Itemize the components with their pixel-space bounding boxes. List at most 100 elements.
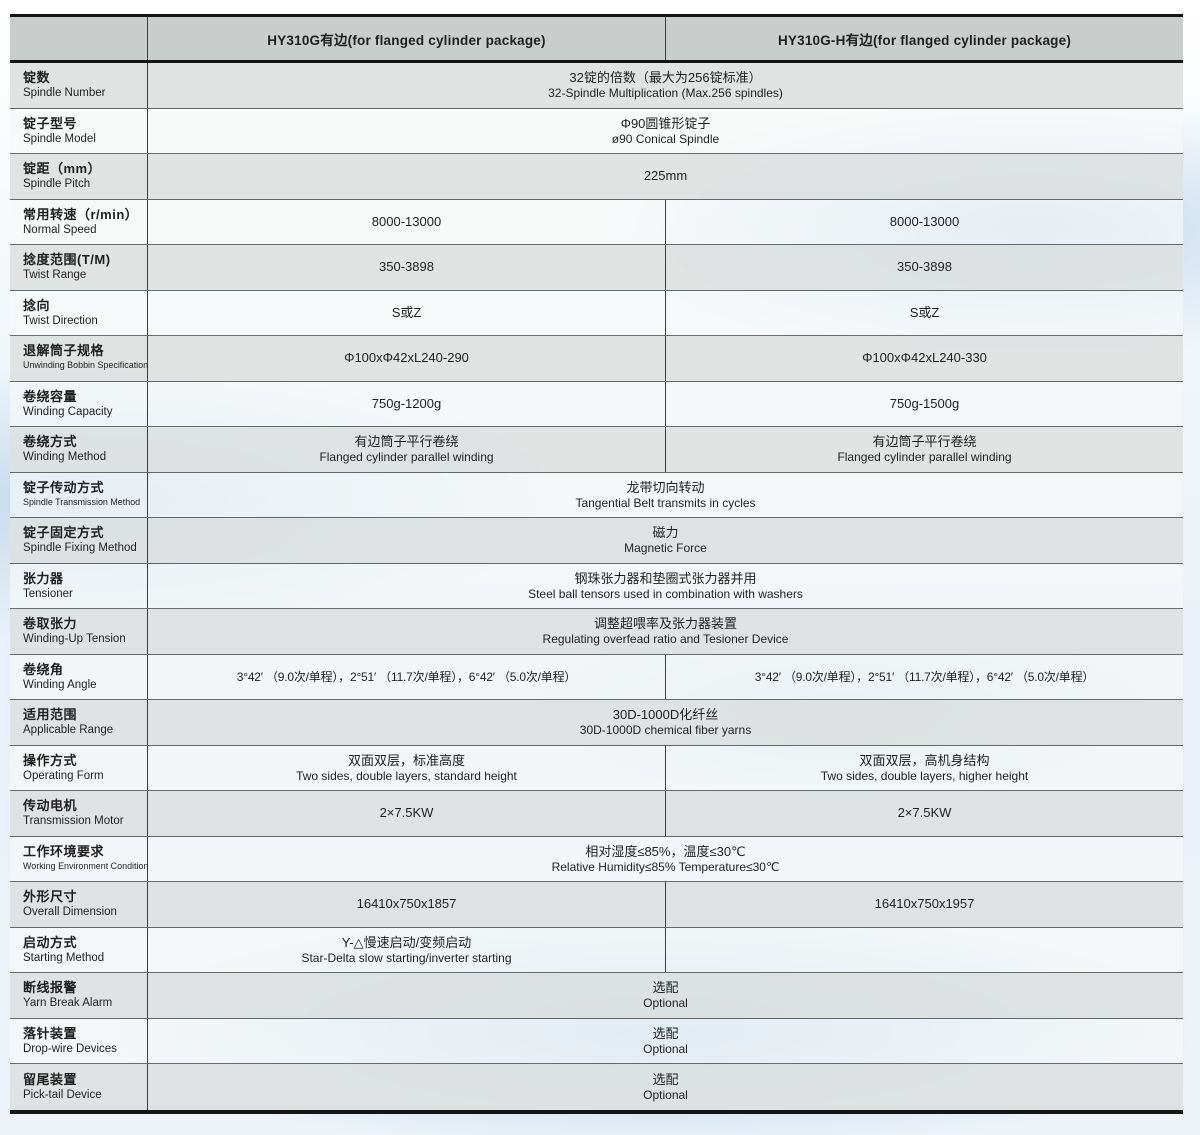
row-values-yarn-break-alarm: 选配 Optional bbox=[148, 973, 1183, 1018]
cell-span-tensioner: 钢珠张力器和垫圈式张力器并用 Steel ball tensors used in… bbox=[148, 564, 1183, 609]
row-label-zh: 卷绕方式 bbox=[23, 434, 78, 450]
cell-value-en: Two sides, double layers, standard heigh… bbox=[296, 768, 517, 783]
row-label-applicable-range: 适用范围 Applicable Range bbox=[10, 700, 148, 745]
row-label-zh: 锭子固定方式 bbox=[23, 525, 105, 541]
cell-col1-winding-capacity: 750g-1200g bbox=[148, 382, 665, 427]
row-label-zh: 锭子型号 bbox=[23, 115, 78, 131]
cell-value-en: Tangential Belt transmits in cycles bbox=[575, 495, 756, 510]
cell-value-en: 32-Spindle Multiplication (Max.256 spind… bbox=[548, 86, 783, 100]
cell-value-zh: S或Z bbox=[909, 304, 940, 320]
cell-value-en: Optional bbox=[643, 996, 688, 1010]
table-row-spindle-pitch: 锭距（mm） Spindle Pitch 225mm bbox=[10, 154, 1183, 200]
row-label-zh: 退解筒子规格 bbox=[23, 343, 105, 359]
cell-col1-twist-direction: S或Z bbox=[148, 291, 665, 336]
cell-col1-starting-method: Y-△慢速启动/变频启动 Star-Delta slow starting/inv… bbox=[148, 928, 665, 973]
row-label-zh: 捻向 bbox=[23, 297, 51, 313]
row-values-normal-speed: 8000-13000 8000-13000 bbox=[148, 199, 1183, 245]
row-label-en: Working Environment Condition bbox=[23, 860, 149, 872]
table-row-twist-direction: 捻向 Twist Direction S或Z S或Z bbox=[10, 290, 1183, 336]
row-label-en: Spindle Number bbox=[23, 87, 106, 100]
row-label-spindle-pitch: 锭距（mm） Spindle Pitch bbox=[10, 154, 148, 199]
cell-col2-operating-form: 双面双层，高机身结构 Two sides, double layers, high… bbox=[665, 745, 1183, 790]
header-col2: HY310G-H有边(for flanged cylinder package) bbox=[665, 17, 1183, 60]
row-label-zh: 卷绕角 bbox=[23, 661, 64, 677]
row-label-transmission-motor: 传动电机 Transmission Motor bbox=[10, 791, 148, 836]
row-label-en: Normal Speed bbox=[23, 223, 97, 236]
cell-col1-unwinding-bobbin-specification: Φ100xΦ42xL240-290 bbox=[148, 336, 665, 381]
table-row-tensioner: 张力器 Tensioner 钢珠张力器和垫圈式张力器并用 Steel ball ten… bbox=[10, 563, 1183, 609]
cell-value-zh: 磁力 bbox=[652, 525, 679, 540]
cell-col2-overall-dimension: 16410x750x1957 bbox=[665, 882, 1183, 927]
cell-col2-twist-direction: S或Z bbox=[665, 290, 1183, 335]
row-label-zh: 断线报警 bbox=[23, 980, 78, 996]
cell-col1-winding-angle: 3°42′ （9.0次/单程），2°51′ （11.7次/单程），6°42′ （… bbox=[148, 655, 665, 700]
row-label-twist-direction: 捻向 Twist Direction bbox=[10, 290, 148, 335]
cell-value-zh: Φ100xΦ42xL240-330 bbox=[862, 350, 987, 366]
row-values-pick-tail-device: 选配 Optional bbox=[148, 1064, 1183, 1110]
row-label-zh: 卷取张力 bbox=[23, 616, 78, 632]
row-values-winding-capacity: 750g-1200g 750g-1500g bbox=[148, 381, 1183, 427]
table-row-operating-form: 操作方式 Operating Form 双面双层，标准高度 Two sides, do… bbox=[10, 745, 1183, 791]
row-label-zh: 传动电机 bbox=[23, 798, 78, 814]
row-values-transmission-motor: 2×7.5KW 2×7.5KW bbox=[148, 791, 1183, 836]
cell-col2-unwinding-bobbin-specification: Φ100xΦ42xL240-330 bbox=[665, 336, 1183, 381]
table-row-spindle-number: 锭数 Spindle Number 32锭的倍数（最大为256锭标准） 32-Spin… bbox=[10, 63, 1183, 109]
table-row-winding-capacity: 卷绕容量 Winding Capacity 750g-1200g 750g-1500g bbox=[10, 381, 1183, 427]
cell-value-en: Star-Delta slow starting/inverter starti… bbox=[301, 950, 512, 965]
row-label-en: Transmission Motor bbox=[23, 815, 124, 828]
header-col2-title: HY310G-H有边(for flanged cylinder package) bbox=[777, 32, 1072, 48]
row-values-overall-dimension: 16410x750x1857 16410x750x1957 bbox=[148, 882, 1183, 927]
row-label-en: Winding-Up Tension bbox=[23, 633, 126, 646]
row-values-spindle-number: 32锭的倍数（最大为256锭标准） 32-Spindle Multiplicati… bbox=[148, 63, 1183, 108]
cell-col1-transmission-motor: 2×7.5KW bbox=[148, 791, 665, 836]
cell-col1-normal-speed: 8000-13000 bbox=[148, 200, 665, 245]
cell-value-zh: 750g-1500g bbox=[889, 395, 960, 411]
cell-value-en: Flanged cylinder parallel winding bbox=[319, 450, 494, 464]
row-label-zh: 落针装置 bbox=[23, 1025, 78, 1041]
cell-value-en: Regulating overfead ratio and Tesioner D… bbox=[542, 632, 789, 646]
row-label-spindle-model: 锭子型号 Spindle Model bbox=[10, 108, 148, 153]
row-label-normal-speed: 常用转速（r/min） Normal Speed bbox=[10, 199, 148, 244]
cell-col2-winding-method: 有边筒子平行卷绕 Flanged cylinder parallel windin… bbox=[665, 427, 1183, 472]
cell-col1-operating-form: 双面双层，标准高度 Two sides, double layers, stand… bbox=[148, 746, 665, 791]
row-values-spindle-transmission-method: 龙带切向转动 Tangential Belt transmits in cycle… bbox=[148, 473, 1183, 518]
row-values-operating-form: 双面双层，标准高度 Two sides, double layers, stand… bbox=[148, 745, 1183, 791]
cell-value-zh: 双面双层，高机身结构 bbox=[859, 752, 990, 768]
cell-value-zh: 3°42′ （9.0次/单程），2°51′ （11.7次/单程），6°42′ （… bbox=[754, 669, 1095, 684]
cell-span-drop-wire-devices: 选配 Optional bbox=[148, 1019, 1183, 1064]
row-label-en: Spindle Fixing Method bbox=[23, 542, 137, 555]
row-label-en: Yarn Break Alarm bbox=[23, 997, 113, 1010]
cell-value-zh: 2×7.5KW bbox=[379, 805, 434, 821]
cell-value-zh: Φ90圆锥形锭子 bbox=[620, 115, 711, 131]
header-col1: HY310G有边(for flanged cylinder package) bbox=[148, 17, 665, 60]
row-label-en: Unwinding Bobbin Specification bbox=[23, 360, 149, 372]
row-label-zh: 操作方式 bbox=[23, 752, 78, 768]
header-col1-title: HY310G有边(for flanged cylinder package) bbox=[267, 32, 546, 48]
cell-value-en: Two sides, double layers, higher height bbox=[820, 768, 1029, 783]
row-label-en: Tensioner bbox=[23, 587, 73, 600]
row-label-en: Spindle Transmission Method bbox=[23, 496, 141, 508]
row-label-zh: 启动方式 bbox=[23, 934, 78, 950]
table-row-spindle-model: 锭子型号 Spindle Model Φ90圆锥形锭子 ø90 Conical Spi… bbox=[10, 108, 1183, 154]
header-empty-cell bbox=[10, 17, 148, 60]
table-row-yarn-break-alarm: 断线报警 Yarn Break Alarm 选配 Optional bbox=[10, 973, 1183, 1019]
cell-span-winding-up-tension: 调整超喂率及张力器装置 Regulating overfead ratio and… bbox=[148, 609, 1183, 654]
row-label-spindle-number: 锭数 Spindle Number bbox=[10, 63, 148, 108]
cell-value-zh: 3°42′ （9.0次/单程），2°51′ （11.7次/单程），6°42′ （… bbox=[236, 669, 577, 684]
row-label-zh: 常用转速（r/min） bbox=[23, 206, 139, 222]
row-label-en: Spindle Model bbox=[23, 132, 96, 145]
table-row-winding-up-tension: 卷取张力 Winding-Up Tension 调整超喂率及张力器装置 Regulat… bbox=[10, 609, 1183, 655]
row-label-unwinding-bobbin-specification: 退解筒子规格 Unwinding Bobbin Specification bbox=[10, 336, 148, 381]
row-label-working-environment-condition: 工作环境要求 Working Environment Condition bbox=[10, 836, 149, 881]
table-row-overall-dimension: 外形尺寸 Overall Dimension 16410x750x1857 16410… bbox=[10, 882, 1183, 928]
spec-table: HY310G有边(for flanged cylinder package) H… bbox=[10, 14, 1183, 1114]
row-values-unwinding-bobbin-specification: Φ100xΦ42xL240-290 Φ100xΦ42xL240-330 bbox=[148, 336, 1183, 381]
row-label-zh: 张力器 bbox=[23, 570, 64, 586]
row-label-en: Spindle Pitch bbox=[23, 178, 91, 191]
cell-col1-twist-range: 350-3898 bbox=[148, 245, 665, 290]
row-values-applicable-range: 30D-1000D化纤丝 30D-1000D chemical fiber yar… bbox=[148, 700, 1183, 745]
row-label-en: Operating Form bbox=[23, 769, 104, 782]
cell-col2-transmission-motor: 2×7.5KW bbox=[665, 791, 1183, 836]
row-label-en: Applicable Range bbox=[23, 724, 114, 737]
cell-value-zh: 750g-1200g bbox=[371, 395, 442, 411]
